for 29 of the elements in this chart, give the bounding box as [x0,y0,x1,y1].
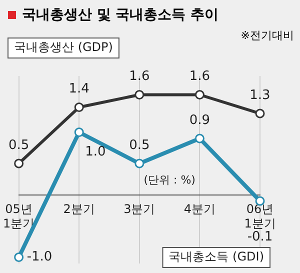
text: 국내총생산 (GDP) [14,40,113,54]
annotation: (단위 : %) [144,174,196,187]
data-label: 1.3 [250,88,270,103]
point [255,108,265,118]
x-tick-label: 2분기 [63,202,95,216]
point [74,128,84,137]
point [14,158,24,168]
point [134,90,144,100]
point [14,252,24,262]
text: 국내총소득 (GDI) [168,250,264,264]
data-label: 1.0 [85,144,106,160]
point [134,158,144,168]
point [74,102,84,112]
x-tick-label: 3분기 [124,202,156,216]
point [194,134,204,144]
data-label: 1.6 [129,69,150,84]
data-label: 1.6 [189,69,210,84]
data-label: 1.4 [68,82,90,97]
data-label: -1.0 [26,250,52,265]
x-tick-label: 05년 1분기 [2,202,35,230]
chart-title: 국내총생산 및 국내총소득 추이 [22,6,219,24]
data-label: 0.5 [8,138,30,153]
data-label: 0.5 [129,138,150,153]
x-tick-label: 4분기 [184,202,216,216]
data-label: -0.1 [247,229,273,244]
x-tick-label: 06년 1분기 [244,202,276,230]
data-label: 0.9 [189,112,210,128]
chart-subtitle: ※전기대비 [240,28,294,43]
point [194,90,204,100]
